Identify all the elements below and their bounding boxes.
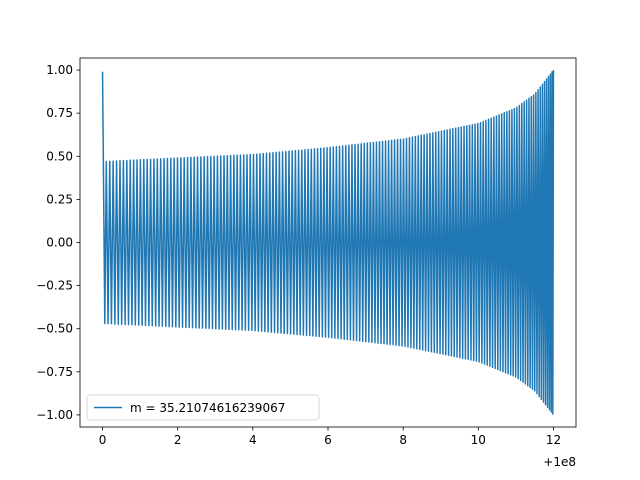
y-tick-label: 1.00 — [46, 63, 73, 77]
x-tick-label: 8 — [399, 433, 407, 447]
y-tick-label: 0.75 — [46, 106, 73, 120]
x-tick-label: 4 — [249, 433, 257, 447]
y-axis: 1.00 0.75 0.50 0.25 0.00 −0.25 −0.50 −0.75 −1.00 — [36, 63, 80, 422]
legend-label-0: m = 35.21074616239067 — [130, 401, 285, 415]
x-tick-label: 0 — [99, 433, 107, 447]
x-axis: 0 2 4 6 8 10 12 — [99, 427, 561, 447]
legend-box — [86, 394, 320, 421]
legend: m = 35.21074616239067 — [86, 394, 320, 421]
x-tick-label: 6 — [324, 433, 332, 447]
x-tick-label: 12 — [546, 433, 561, 447]
x-tick-label: 2 — [174, 433, 182, 447]
y-tick-label: −0.75 — [36, 365, 73, 379]
y-tick-label: −0.25 — [36, 279, 73, 293]
series-line-0 — [101, 70, 555, 415]
y-tick-label: −1.00 — [36, 408, 73, 422]
y-tick-label: 0.25 — [46, 192, 73, 206]
x-tick-label: 10 — [471, 433, 486, 447]
y-tick-label: −0.50 — [36, 322, 73, 336]
y-tick-label: 0.50 — [46, 149, 73, 163]
y-tick-label: 0.00 — [46, 236, 73, 250]
x-axis-offset-label: +1e8 — [543, 455, 576, 469]
